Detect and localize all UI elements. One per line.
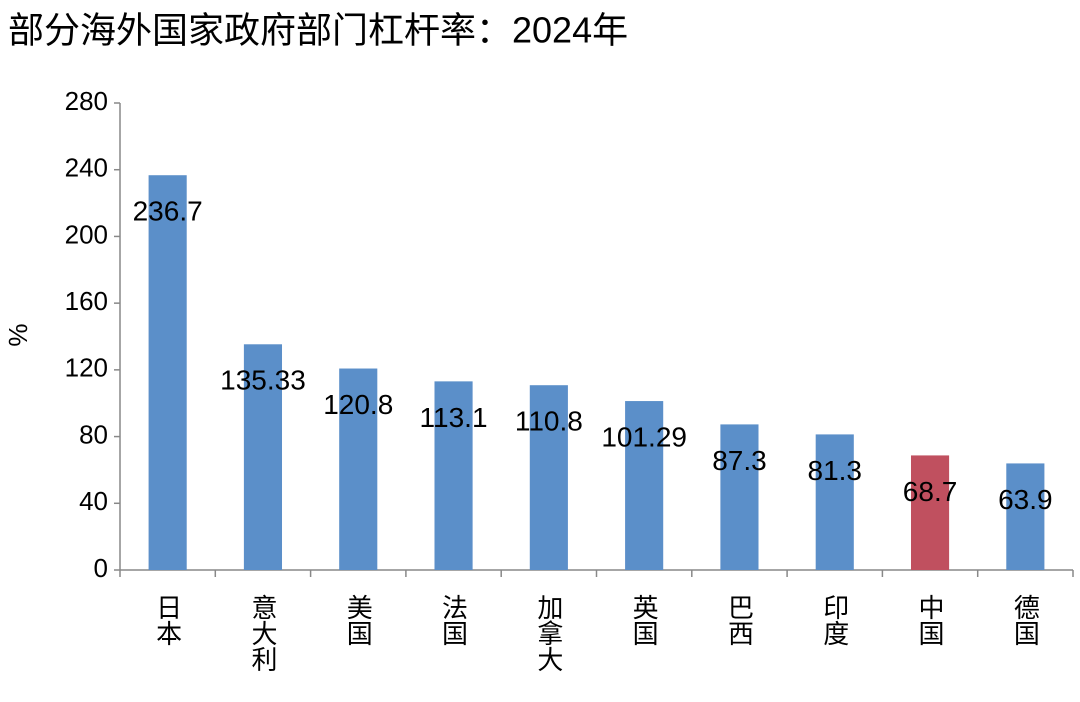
bar bbox=[243, 344, 283, 570]
value-label: 135.33 bbox=[220, 365, 306, 396]
value-label: 113.1 bbox=[420, 402, 488, 433]
y-tick-label: 40 bbox=[79, 486, 108, 516]
x-tick-label: 加拿大 bbox=[534, 594, 564, 672]
x-tick-label: 印度 bbox=[820, 594, 850, 646]
x-tick-label: 英国 bbox=[629, 594, 659, 646]
bar bbox=[815, 434, 854, 570]
value-label: 110.8 bbox=[515, 406, 583, 437]
x-tick-label: 法国 bbox=[439, 594, 469, 646]
value-label: 81.3 bbox=[808, 455, 863, 486]
y-tick-label: 240 bbox=[65, 153, 108, 183]
y-tick-label: 200 bbox=[65, 219, 108, 249]
value-label: 87.3 bbox=[712, 445, 767, 476]
value-label: 68.7 bbox=[903, 476, 958, 507]
y-tick-label: 0 bbox=[94, 553, 108, 583]
chart-title: 部分海外国家政府部门杠杆率：2024年 bbox=[8, 10, 628, 51]
y-axis-label: % bbox=[3, 323, 33, 346]
bar bbox=[339, 368, 378, 570]
value-label: 120.8 bbox=[323, 389, 393, 420]
x-tick-label: 中国 bbox=[915, 594, 945, 646]
x-tick-label: 巴西 bbox=[724, 594, 754, 646]
bar bbox=[625, 401, 664, 570]
y-tick-label: 80 bbox=[79, 419, 108, 449]
bar bbox=[1006, 463, 1045, 570]
bar bbox=[434, 381, 473, 570]
x-tick-label: 日本 bbox=[153, 594, 183, 646]
value-label: 63.9 bbox=[998, 484, 1053, 515]
y-tick-label: 120 bbox=[65, 353, 108, 383]
x-tick-label: 意大利 bbox=[248, 594, 278, 672]
value-label: 101.29 bbox=[601, 421, 687, 452]
value-label: 236.7 bbox=[133, 196, 203, 227]
bar bbox=[720, 424, 759, 570]
y-tick-label: 160 bbox=[65, 286, 108, 316]
bar bbox=[148, 175, 187, 571]
x-tick-label: 美国 bbox=[343, 594, 373, 646]
x-tick-label: 德国 bbox=[1010, 594, 1040, 646]
y-tick-label: 280 bbox=[65, 86, 108, 116]
bar bbox=[529, 385, 568, 570]
bar bbox=[910, 455, 950, 570]
